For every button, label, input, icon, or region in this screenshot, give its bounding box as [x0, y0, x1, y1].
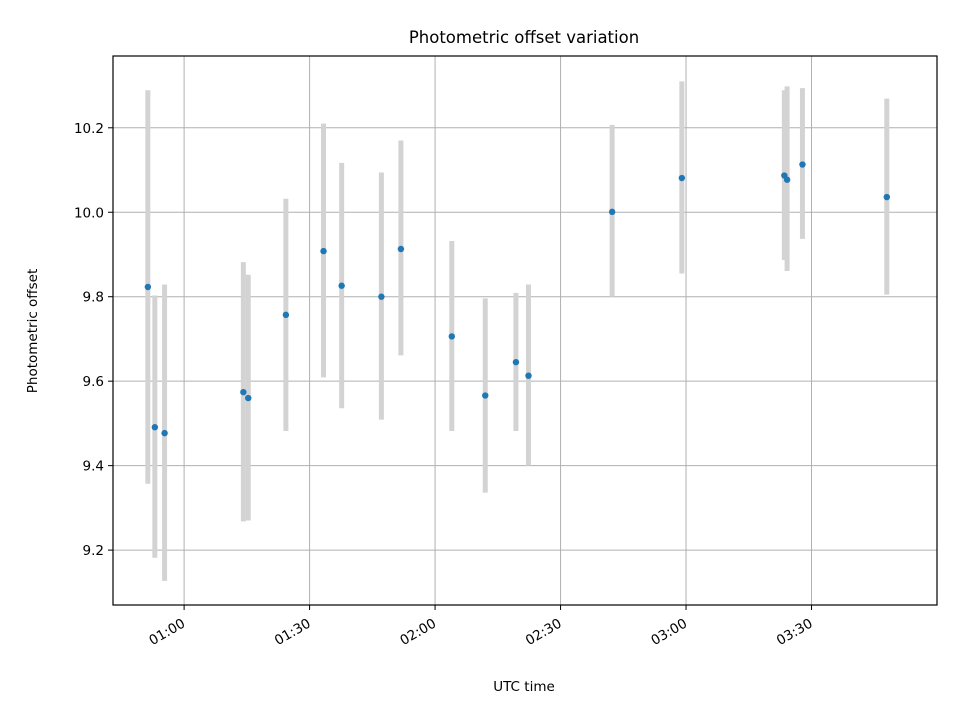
data-point	[512, 358, 520, 366]
data-point	[320, 247, 327, 255]
data-point	[240, 388, 247, 396]
y-tick-label: 9.8	[83, 290, 104, 306]
y-tick-label: 9.6	[83, 374, 104, 390]
data-point	[378, 293, 385, 300]
data-point	[151, 424, 159, 431]
y-tick-label: 10.0	[74, 205, 104, 221]
data-point	[783, 176, 791, 183]
data-point	[883, 193, 891, 201]
data-point	[245, 394, 252, 402]
data-point	[448, 333, 456, 340]
y-tick-label: 9.2	[83, 543, 104, 559]
plot-frame	[112, 55, 938, 606]
data-point	[608, 208, 616, 216]
data-point	[144, 283, 152, 291]
y-axis-label: Photometric offset	[25, 269, 41, 393]
y-tick-label: 10.2	[74, 121, 104, 137]
grid	[113, 56, 937, 605]
data-point	[482, 392, 489, 399]
data-point	[282, 311, 290, 319]
x-axis-label: UTC time	[493, 679, 555, 695]
y-tick-label: 9.4	[83, 459, 104, 475]
data-points	[144, 161, 891, 437]
data-point	[678, 174, 686, 182]
data-point	[799, 161, 806, 168]
y-axis-ticks: 9.2 9.4 9.6 9.8 10.0 10.2	[74, 121, 113, 559]
data-point	[338, 282, 345, 289]
data-point	[161, 429, 168, 437]
chart-title: Photometric offset variation	[409, 28, 639, 47]
data-point	[397, 245, 405, 253]
data-point	[525, 372, 532, 379]
